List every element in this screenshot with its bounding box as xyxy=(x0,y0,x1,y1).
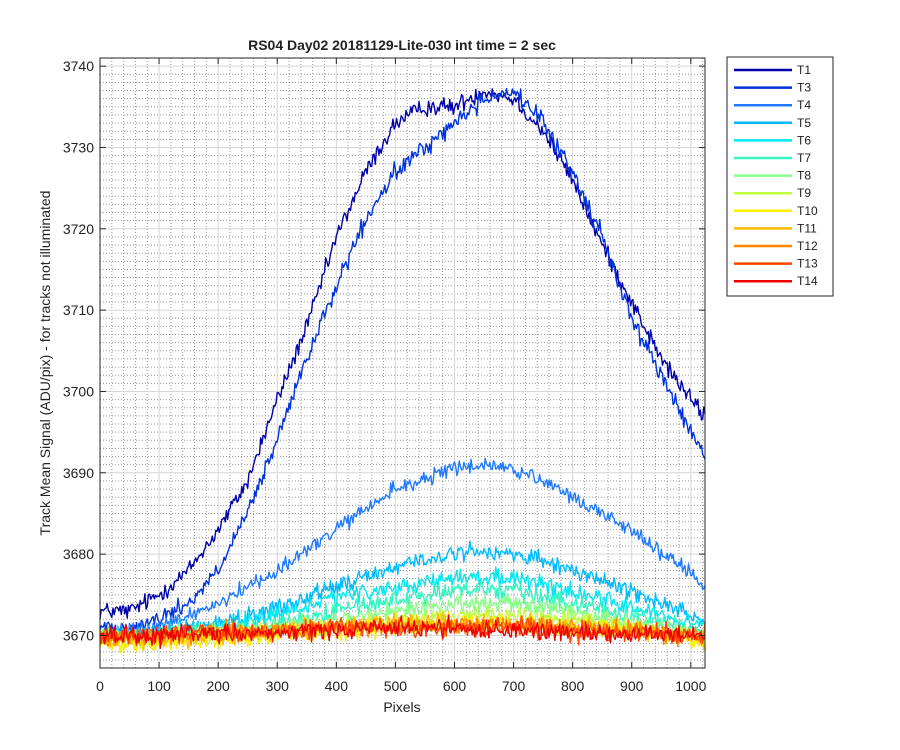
legend-label-T4: T4 xyxy=(797,98,811,112)
y-tick-label: 3720 xyxy=(63,221,94,237)
series-line-T14 xyxy=(99,614,706,649)
x-tick-label: 600 xyxy=(443,678,467,694)
x-tick-labels: 0 100 200 300 400 500 600 700 800 900 1000 xyxy=(96,678,706,694)
legend-label-T8: T8 xyxy=(797,169,811,183)
plot-frame xyxy=(99,57,706,669)
y-tick-label: 3680 xyxy=(63,546,94,562)
x-tick-label: 500 xyxy=(384,678,408,694)
y-tick-label: 3700 xyxy=(63,383,94,399)
legend-items: T1 T3 T4 T5 T6 T7 T8 T9 T10 T11 T12 T13 T14 xyxy=(734,63,818,288)
legend-label-T11: T11 xyxy=(797,221,817,235)
y-tick-labels: 3670 3680 3690 3700 3710 3720 3730 3740 xyxy=(63,58,94,643)
series-line-T4 xyxy=(99,457,706,640)
x-tick-label: 800 xyxy=(561,678,585,694)
plot-area xyxy=(100,58,705,668)
axis-ticks xyxy=(99,58,705,668)
legend-label-T5: T5 xyxy=(797,116,811,130)
x-tick-label: 0 xyxy=(96,678,104,694)
legend-label-T1: T1 xyxy=(797,63,811,77)
series-line-T1 xyxy=(99,88,706,620)
y-tick-label: 3740 xyxy=(63,58,94,74)
legend-label-T6: T6 xyxy=(797,133,811,147)
series-layer xyxy=(99,87,706,654)
x-tick-label: 300 xyxy=(266,678,290,694)
x-tick-label: 100 xyxy=(147,678,171,694)
y-tick-label: 3730 xyxy=(63,139,94,155)
legend-label-T13: T13 xyxy=(797,257,818,271)
legend-label-T9: T9 xyxy=(797,186,811,200)
x-tick-label: 1000 xyxy=(675,678,706,694)
y-axis-title: Track Mean Signal (ADU/pix) - for tracks… xyxy=(37,191,53,536)
legend-label-T12: T12 xyxy=(797,239,818,253)
y-tick-label: 3670 xyxy=(63,627,94,643)
series-line-T3 xyxy=(99,87,706,639)
legend-label-T7: T7 xyxy=(797,151,811,165)
series-line-T13 xyxy=(99,615,706,647)
legend-label-T10: T10 xyxy=(797,204,818,218)
y-tick-label: 3690 xyxy=(63,465,94,481)
x-tick-label: 700 xyxy=(502,678,526,694)
major-grid xyxy=(99,58,705,668)
x-tick-label: 400 xyxy=(325,678,349,694)
legend-label-T3: T3 xyxy=(797,81,811,95)
chart-title: RS04 Day02 20181129-Lite-030 int time = … xyxy=(248,37,556,53)
x-tick-label: 900 xyxy=(620,678,644,694)
x-tick-label: 200 xyxy=(206,678,230,694)
legend: T1 T3 T4 T5 T6 T7 T8 T9 T10 T11 T12 T13 T14 xyxy=(726,56,834,297)
x-axis-title: Pixels xyxy=(383,699,420,715)
legend-label-T14: T14 xyxy=(797,274,818,288)
y-tick-label: 3710 xyxy=(63,302,94,318)
